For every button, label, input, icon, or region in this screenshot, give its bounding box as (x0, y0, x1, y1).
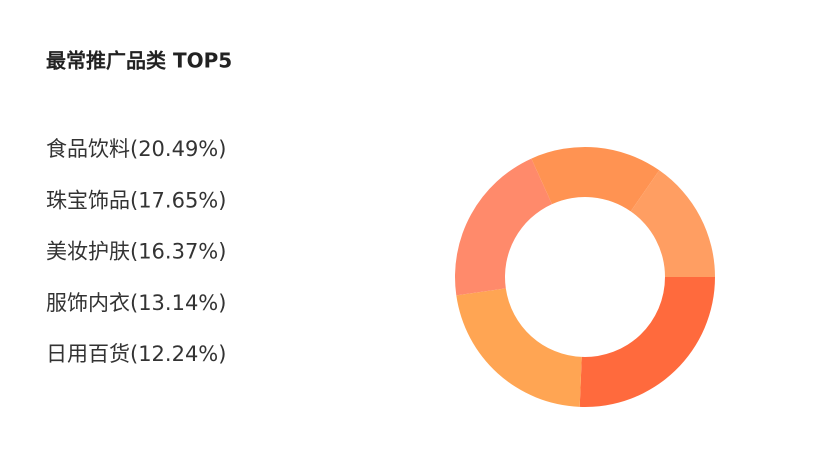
legend-value: (16.37%) (130, 240, 226, 264)
legend-label: 食品饮料 (46, 137, 130, 161)
legend-label: 服饰内衣 (46, 291, 130, 315)
legend-item: 食品饮料(20.49%) (46, 137, 226, 161)
legend-item: 珠宝饰品(17.65%) (46, 188, 226, 212)
legend-value: (12.24%) (130, 342, 226, 366)
legend-item: 服饰内衣(13.14%) (46, 291, 226, 315)
legend-value: (13.14%) (130, 291, 226, 315)
donut-slice (531, 147, 660, 212)
donut-slice (579, 277, 715, 407)
legend-label: 珠宝饰品 (46, 188, 130, 212)
legend-value: (20.49%) (130, 137, 226, 161)
legend-label: 日用百货 (46, 342, 130, 366)
legend-item: 美妆护肤(16.37%) (46, 240, 226, 264)
donut-slice (455, 158, 552, 296)
donut-slice (630, 170, 715, 277)
legend-value: (17.65%) (130, 188, 226, 212)
legend-item: 日用百货(12.24%) (46, 342, 226, 366)
legend-label: 美妆护肤 (46, 240, 130, 264)
chart-title: 最常推广品类 TOP5 (46, 49, 232, 73)
donut-slice (456, 288, 582, 407)
